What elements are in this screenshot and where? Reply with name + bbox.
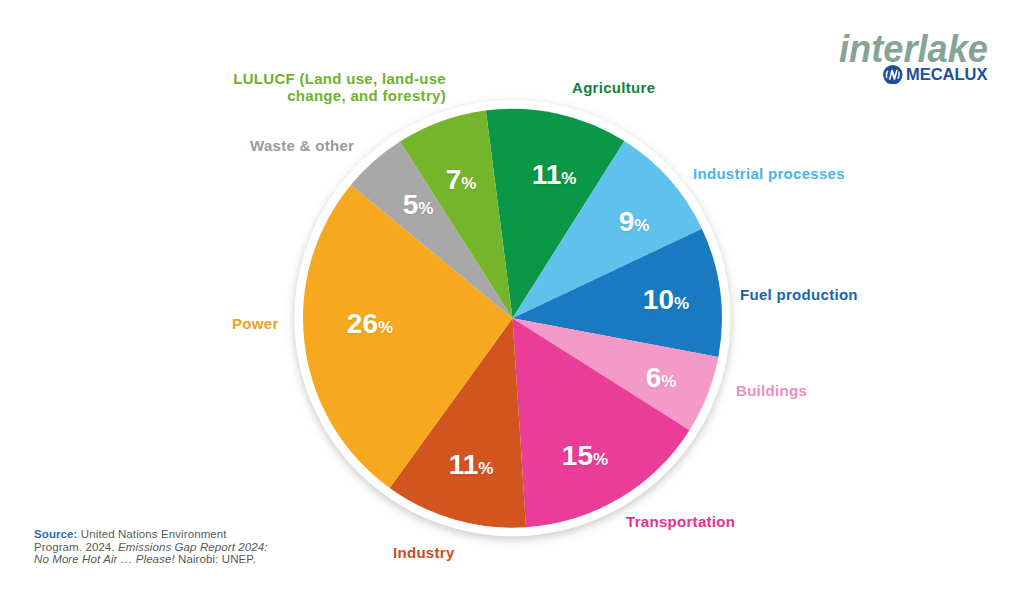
svg-text:interlake: interlake [839,28,988,70]
